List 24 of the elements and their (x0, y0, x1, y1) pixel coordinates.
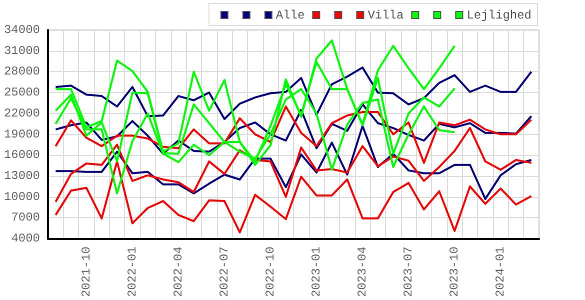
x-tick-label: 2023-01 (310, 246, 324, 298)
x-tick-label: 2024-01 (494, 246, 508, 298)
y-tick-label: 16000 (4, 148, 40, 162)
y-tick-label: 25000 (4, 86, 40, 100)
y-tick-label: 19000 (4, 127, 40, 142)
x-tick-label: 2021-10 (79, 246, 94, 298)
x-tick-label: 2023-07 (402, 246, 416, 298)
legend-label: Villa (368, 8, 404, 22)
y-tick-label: 4000 (11, 232, 40, 246)
y-tick-label: 28000 (4, 64, 40, 79)
y-tick-label: 7000 (11, 210, 40, 225)
x-tick-label: 2022-07 (217, 246, 232, 298)
y-tick-label: 31000 (4, 44, 40, 58)
legend-label: Lejlighed (466, 8, 532, 22)
y-tick-label: 10000 (4, 190, 40, 204)
x-tick-label: 2022-01 (125, 246, 140, 298)
x-tick-label: 2023-10 (448, 246, 462, 298)
legend-label: Alle (276, 8, 305, 22)
y-tick-label: 22000 (4, 106, 40, 120)
x-tick-label: 2023-04 (356, 246, 370, 298)
x-tick-label: 2022-04 (171, 246, 186, 298)
y-tick-label: 13000 (4, 169, 40, 184)
y-tick-label: 34000 (4, 23, 40, 37)
x-tick-label: 2022-10 (263, 246, 278, 298)
